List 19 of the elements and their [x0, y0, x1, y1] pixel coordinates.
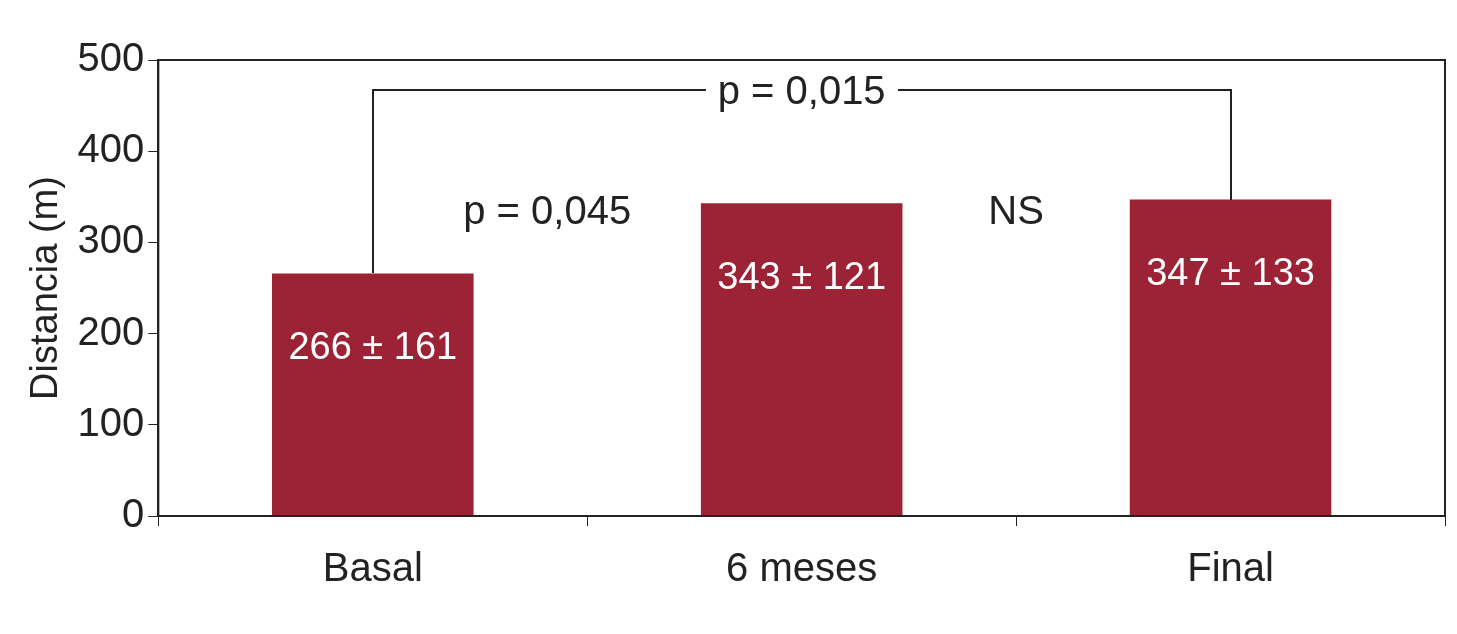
y-tick-label: 400 [77, 126, 145, 171]
data-label: 343 ± 121 [717, 254, 887, 297]
y-tick-label: 0 [122, 491, 145, 536]
y-tick-label: 500 [77, 35, 145, 80]
x-tick-label: Basal [322, 545, 423, 590]
annotation: NS [987, 188, 1045, 232]
data-label: 266 ± 161 [288, 324, 458, 367]
annotation: p = 0,015 [705, 68, 898, 112]
y-tick-label: 200 [77, 308, 145, 353]
y-axis-title: Distancia (m) [23, 176, 66, 400]
y-tick-label: 300 [77, 217, 145, 262]
annotation: p = 0,045 [462, 188, 633, 232]
data-label: 347 ± 133 [1146, 251, 1315, 294]
x-tick-label: 6 meses [726, 545, 878, 590]
bar [700, 203, 903, 516]
bar [271, 273, 474, 516]
y-tick-label: 100 [77, 399, 145, 444]
x-tick-label: Final [1187, 545, 1274, 590]
bar [1129, 199, 1332, 516]
